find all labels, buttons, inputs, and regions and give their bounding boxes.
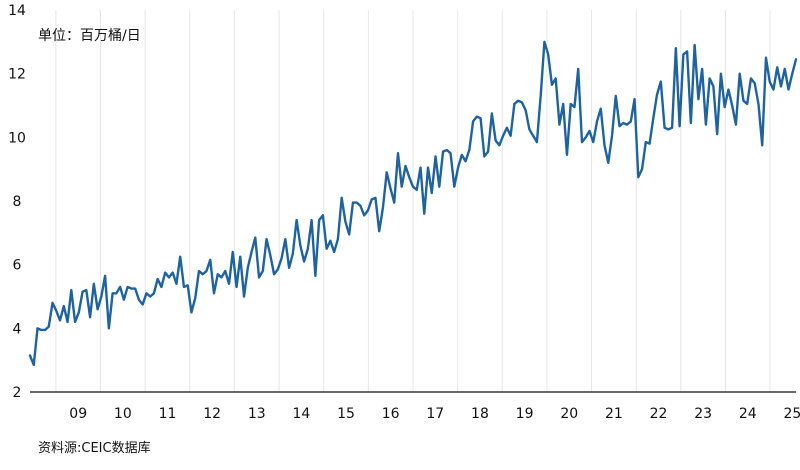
series-line — [28, 40, 798, 367]
y-tick-label: 6 — [13, 258, 22, 274]
y-tick-label: 12 — [8, 67, 26, 83]
grid-layer — [55, 10, 771, 392]
x-tick-label: 13 — [248, 406, 266, 422]
x-tick-label: 12 — [203, 406, 221, 422]
x-tick-label: 16 — [382, 406, 400, 422]
source-label: 资料源:CEIC数据库 — [38, 440, 151, 456]
y-tick-label: 14 — [8, 3, 26, 19]
x-tick-label: 22 — [650, 406, 668, 422]
x-tick-label: 15 — [337, 406, 355, 422]
y-tick-label: 8 — [13, 194, 22, 210]
x-tick-label: 14 — [292, 406, 310, 422]
x-tick-label: 20 — [560, 406, 578, 422]
x-tick-label: 21 — [605, 406, 623, 422]
x-tick-label: 17 — [426, 406, 444, 422]
unit-label: 单位：百万桶/日 — [38, 28, 141, 44]
y-tick-label: 10 — [8, 130, 26, 146]
y-tick-label: 2 — [13, 385, 22, 401]
x-tick-label: 10 — [114, 406, 132, 422]
x-tick-label: 24 — [739, 406, 757, 422]
x-tick-label: 25 — [784, 406, 800, 422]
x-tick-label: 18 — [471, 406, 489, 422]
x-tick-label: 11 — [159, 406, 177, 422]
x-axis-ticks: 09 10 11 12 13 14 15 16 17 18 19 20 21 22 23 24 25 — [69, 406, 800, 422]
x-tick-label: 09 — [69, 406, 87, 422]
y-tick-label: 4 — [13, 321, 22, 337]
y-axis-ticks: 2 4 6 8 10 12 14 — [8, 3, 26, 401]
x-tick-label: 19 — [516, 406, 534, 422]
x-tick-label: 23 — [694, 406, 712, 422]
